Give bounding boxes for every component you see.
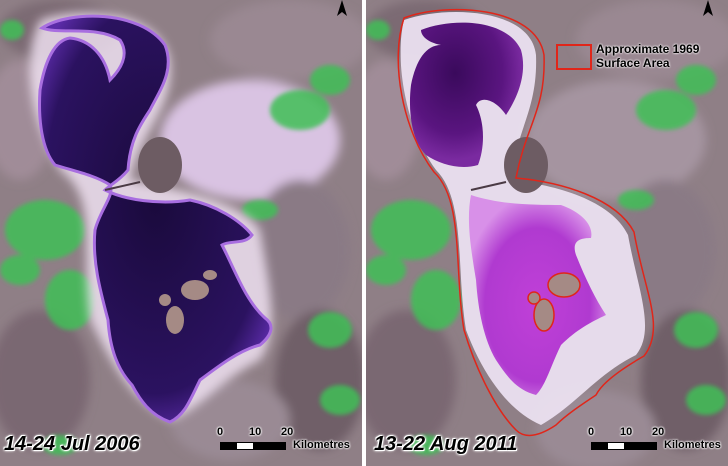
scale-tick-20: 20 xyxy=(652,426,665,438)
legend-line-2: Surface Area xyxy=(596,56,670,70)
scale-bar: 0 10 20 Kilometres xyxy=(586,426,726,452)
scale-bar-graphic xyxy=(220,442,286,450)
date-label: 14-24 Jul 2006 xyxy=(4,433,140,455)
legend-swatch xyxy=(556,44,592,70)
north-arrow-icon xyxy=(337,0,347,16)
scale-tick-10: 10 xyxy=(249,426,262,438)
legend-label: Approximate 1969 Surface Area xyxy=(596,42,716,70)
satellite-image-2011 xyxy=(366,0,728,466)
satellite-panel-2006: 14-24 Jul 2006 0 10 20 Kilometres xyxy=(0,0,362,466)
satellite-panel-2011: 13-22 Aug 2011 0 10 20 Kilometres xyxy=(366,0,728,466)
scale-tick-0: 0 xyxy=(588,426,595,438)
scale-unit: Kilometres xyxy=(293,439,350,451)
scale-tick-20: 20 xyxy=(281,426,294,438)
date-label: 13-22 Aug 2011 xyxy=(374,433,518,455)
scale-bar-graphic xyxy=(591,442,657,450)
north-arrow-icon xyxy=(703,0,713,16)
scale-tick-10: 10 xyxy=(620,426,633,438)
scale-tick-0: 0 xyxy=(217,426,224,438)
scale-unit: Kilometres xyxy=(664,439,721,451)
scale-bar: 0 10 20 Kilometres xyxy=(215,426,355,452)
legend-line-1: Approximate 1969 xyxy=(596,42,700,56)
satellite-image-2006 xyxy=(0,0,362,466)
